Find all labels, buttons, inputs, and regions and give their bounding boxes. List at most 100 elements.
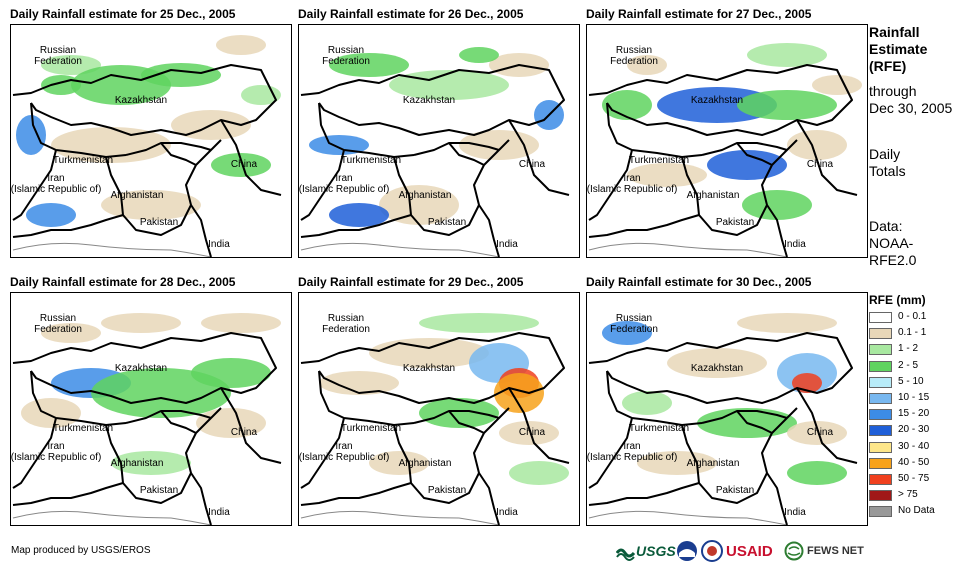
rainfall-area bbox=[101, 313, 181, 333]
legend-item: > 75 bbox=[869, 488, 965, 503]
country-border bbox=[300, 214, 412, 238]
rainfall-area bbox=[747, 43, 827, 67]
country-label-russia: Russian Federation bbox=[610, 45, 658, 67]
rainfall-map: Russian Federation Kazakhstan Turkmenistan I… bbox=[298, 24, 580, 258]
rainfall-area bbox=[21, 398, 81, 428]
legend-item: 10 - 15 bbox=[869, 391, 965, 406]
rainfall-area bbox=[309, 135, 369, 155]
coastline bbox=[170, 249, 212, 257]
rainfall-area bbox=[419, 313, 539, 333]
rainfall-area bbox=[101, 190, 201, 220]
coastline bbox=[300, 510, 460, 519]
rainfall-area bbox=[26, 203, 76, 227]
sidebar-through: through bbox=[869, 83, 917, 99]
sidebar-source2: RFE2.0 bbox=[869, 252, 917, 268]
coastline bbox=[458, 249, 500, 257]
map-canvas bbox=[12, 35, 282, 257]
legend-swatch bbox=[869, 376, 892, 388]
country-border bbox=[478, 472, 500, 525]
rainfall-area bbox=[41, 323, 101, 343]
country-border bbox=[220, 119, 282, 196]
panel-title: Daily Rainfall estimate for 25 Dec., 200… bbox=[10, 7, 236, 21]
legend-title: RFE (mm) bbox=[869, 293, 926, 307]
sidebar-title-line2: Estimate bbox=[869, 41, 928, 57]
rainfall-area bbox=[737, 313, 837, 333]
country-border bbox=[508, 387, 570, 464]
rainfall-map: Russian Federation Kazakhstan Turkmenistan I… bbox=[586, 292, 868, 526]
rainfall-area bbox=[191, 358, 271, 388]
legend-label: 15 - 20 bbox=[898, 408, 930, 420]
country-label-pakistan: Pakistan bbox=[139, 485, 179, 496]
country-border bbox=[300, 332, 565, 404]
legend-label: 10 - 15 bbox=[898, 392, 930, 403]
country-border bbox=[766, 472, 788, 525]
country-label-kazakhstan: Kazakhstan bbox=[690, 95, 744, 106]
country-label-china: China bbox=[806, 159, 834, 170]
rainfall-area bbox=[602, 90, 652, 120]
country-label-kazakhstan: Kazakhstan bbox=[690, 363, 744, 374]
rainfall-area bbox=[737, 90, 837, 120]
rainfall-area bbox=[787, 461, 847, 485]
map-canvas bbox=[300, 47, 570, 257]
rainfall-area bbox=[627, 55, 667, 75]
legend-item: No Data bbox=[869, 504, 965, 519]
map-canvas bbox=[300, 313, 570, 525]
country-label-russia: Russian Federation bbox=[34, 313, 82, 335]
legend-label: 0.1 - 1 bbox=[898, 327, 927, 339]
country-border bbox=[766, 204, 788, 257]
legend-swatch bbox=[869, 457, 892, 469]
country-label-iran: Iran (Islamic Republic of) bbox=[586, 441, 678, 463]
legend-swatch bbox=[869, 393, 892, 404]
legend-swatch bbox=[869, 328, 892, 340]
legend-item: 5 - 10 bbox=[869, 375, 965, 390]
country-border bbox=[220, 387, 282, 464]
sidebar-title-line3: (RFE) bbox=[869, 58, 907, 74]
country-label-china: China bbox=[230, 159, 258, 170]
rainfall-area bbox=[742, 190, 812, 220]
map-canvas bbox=[588, 313, 858, 525]
country-label-afghanistan: Afghanistan bbox=[686, 190, 740, 201]
legend-label: 40 - 50 bbox=[898, 456, 930, 468]
usgs-logo: USGS bbox=[616, 538, 676, 564]
country-label-pakistan: Pakistan bbox=[427, 485, 467, 496]
legend-item: 15 - 20 bbox=[869, 407, 965, 422]
country-border bbox=[701, 410, 788, 424]
legend-label: > 75 bbox=[898, 489, 918, 501]
country-border bbox=[701, 142, 788, 156]
legend-swatch bbox=[869, 360, 892, 372]
rainfall-area bbox=[602, 321, 652, 345]
country-label-china: China bbox=[806, 427, 834, 438]
rainfall-area bbox=[509, 461, 569, 485]
country-label-india: India bbox=[496, 239, 518, 250]
country-border bbox=[588, 214, 700, 238]
legend-swatch bbox=[869, 409, 892, 421]
country-label-china: China bbox=[518, 159, 546, 170]
country-label-kazakhstan: Kazakhstan bbox=[114, 363, 168, 374]
rainfall-area bbox=[329, 53, 409, 77]
legend-swatch bbox=[869, 474, 892, 485]
legend-label: 20 - 30 bbox=[898, 424, 930, 436]
country-border bbox=[681, 139, 798, 236]
country-border bbox=[160, 142, 197, 166]
legend-swatch bbox=[869, 441, 892, 453]
rainfall-map: Russian Federation Kazakhstan Turkmenistan I… bbox=[10, 24, 292, 258]
country-label-iran: Iran (Islamic Republic of) bbox=[298, 441, 390, 463]
legend-label: 50 - 75 bbox=[898, 473, 930, 484]
legend-label: No Data bbox=[898, 505, 935, 517]
country-label-kazakhstan: Kazakhstan bbox=[114, 95, 168, 106]
rainfall-area bbox=[111, 451, 191, 475]
legend-item: 40 - 50 bbox=[869, 456, 965, 471]
rainfall-area bbox=[369, 451, 429, 475]
rainfall-area bbox=[627, 163, 707, 187]
country-border bbox=[508, 119, 570, 196]
country-label-afghanistan: Afghanistan bbox=[398, 458, 452, 469]
country-border bbox=[588, 417, 633, 489]
country-border bbox=[588, 332, 853, 404]
legend-swatch bbox=[869, 506, 892, 518]
coastline bbox=[170, 517, 212, 525]
country-label-iran: Iran (Islamic Republic of) bbox=[10, 441, 102, 463]
rainfall-area bbox=[459, 47, 499, 63]
rainfall-area bbox=[494, 373, 544, 413]
credit-text: Map produced by USGS/EROS bbox=[11, 545, 151, 556]
country-label-kazakhstan: Kazakhstan bbox=[402, 95, 456, 106]
